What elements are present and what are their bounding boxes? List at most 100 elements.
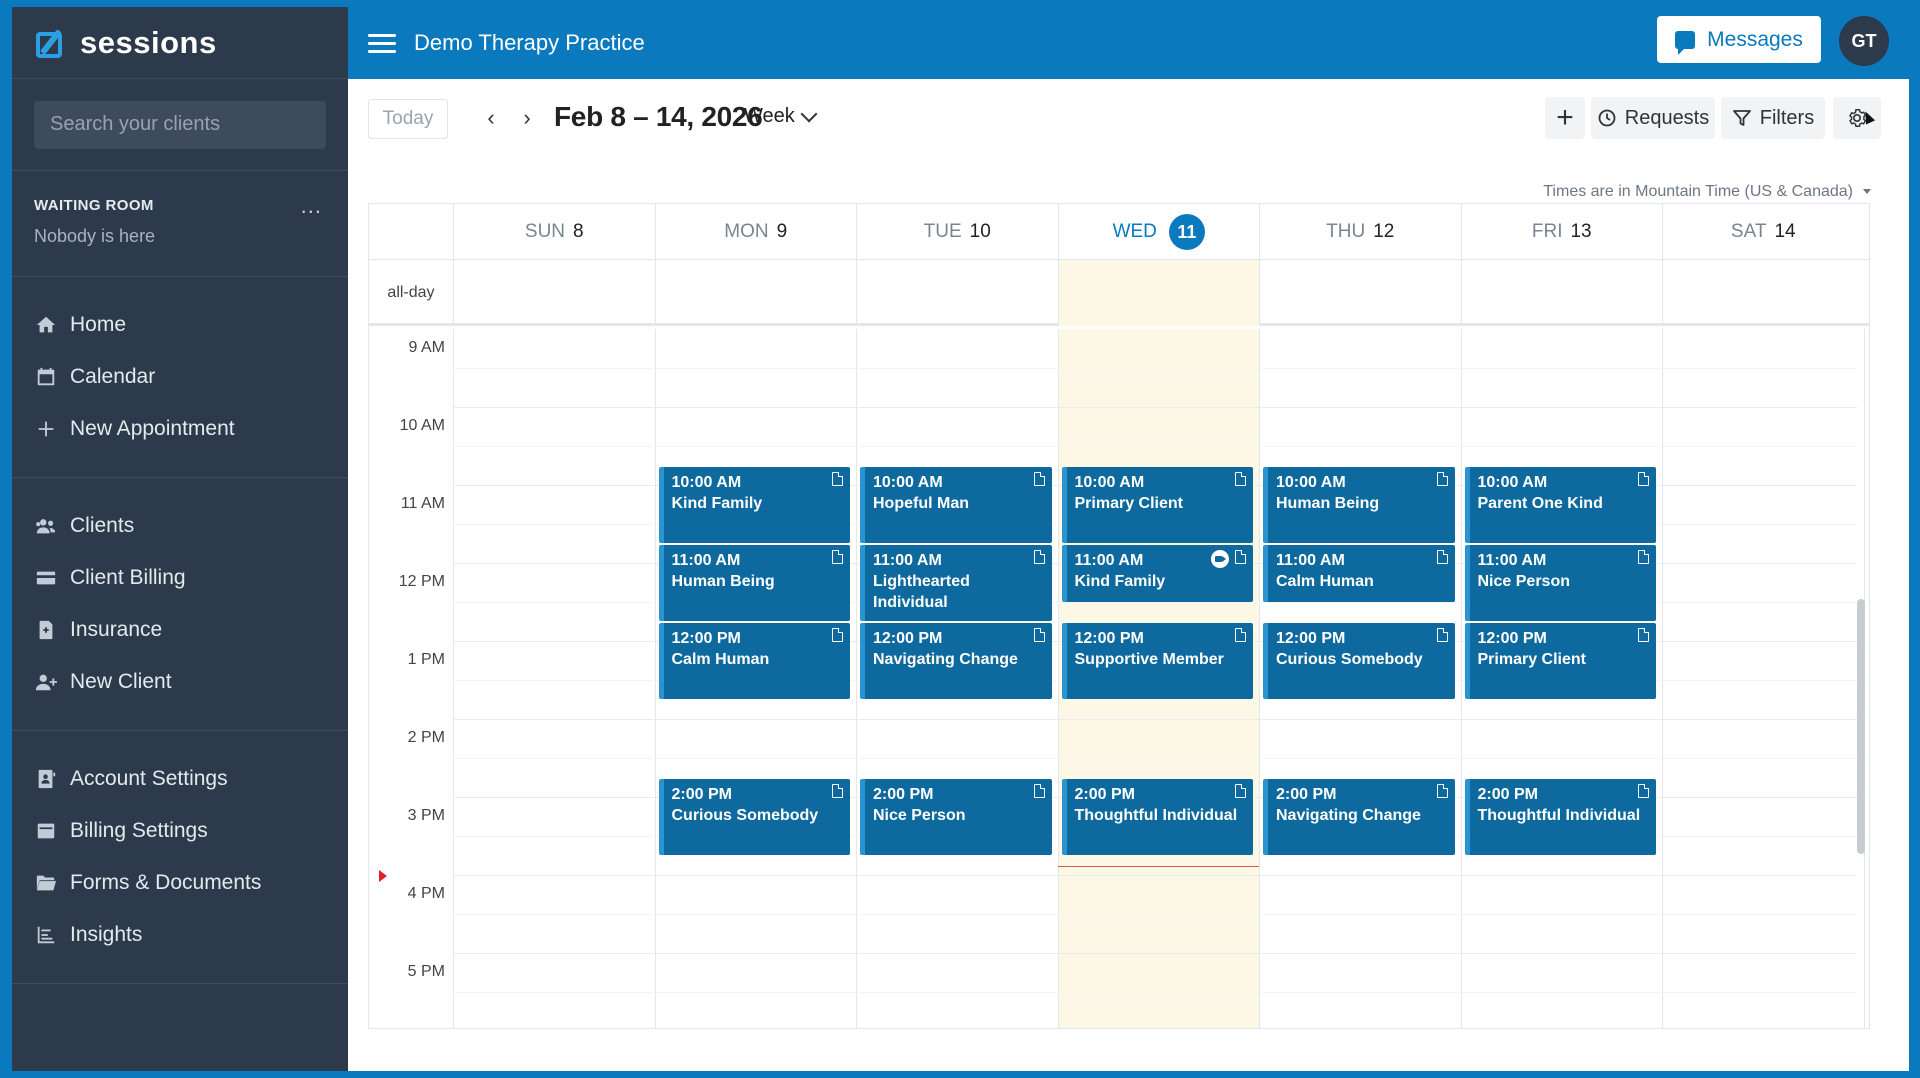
- half-hour-line: [453, 992, 1857, 993]
- column-divider: [453, 329, 454, 1028]
- note-document-icon[interactable]: [1033, 628, 1045, 642]
- appointment-block[interactable]: 2:00 PM Nice Person: [860, 779, 1052, 855]
- appointment-block[interactable]: 10:00 AM Parent One Kind: [1464, 467, 1656, 543]
- appointment-block[interactable]: 10:00 AM Kind Family: [658, 467, 850, 543]
- all-day-cell[interactable]: [1662, 260, 1864, 326]
- sidebar-item-insights[interactable]: Insights: [12, 909, 348, 961]
- appointment-block[interactable]: 11:00 AM Calm Human: [1263, 545, 1455, 602]
- appointment-time: 12:00 PM: [671, 630, 741, 647]
- all-day-cell[interactable]: [1057, 260, 1260, 326]
- sidebar-item-home[interactable]: Home: [12, 299, 348, 351]
- note-document-icon[interactable]: [1235, 784, 1246, 798]
- appointment-block[interactable]: 11:00 AM Nice Person: [1464, 545, 1656, 621]
- note-document-icon[interactable]: [1033, 472, 1045, 486]
- note-document-icon[interactable]: [1436, 550, 1448, 564]
- appointment-block[interactable]: 10:00 AM Hopeful Man: [860, 467, 1052, 543]
- sidebar-item-account-settings[interactable]: Account Settings: [12, 753, 348, 805]
- note-document-icon[interactable]: [1436, 784, 1448, 798]
- appointment-block[interactable]: 10:00 AM Primary Client: [1061, 467, 1253, 543]
- brand-name: sessions: [80, 24, 217, 60]
- menu-toggle-icon[interactable]: [368, 33, 396, 53]
- sidebar-item-new-client[interactable]: New Client: [12, 656, 348, 708]
- appointment-block[interactable]: 11:00 AM Human Being: [658, 545, 850, 621]
- day-header-sat[interactable]: SAT 14: [1662, 204, 1864, 260]
- sidebar-item-clients[interactable]: Clients: [12, 500, 348, 552]
- all-day-cell[interactable]: [654, 260, 857, 326]
- all-day-cell[interactable]: [1460, 260, 1663, 326]
- appointment-block[interactable]: 12:00 PM Primary Client: [1464, 623, 1656, 699]
- avatar[interactable]: GT: [1839, 16, 1889, 66]
- note-document-icon[interactable]: [1033, 550, 1045, 564]
- today-button[interactable]: Today: [368, 99, 448, 139]
- note-document-icon[interactable]: [1235, 550, 1246, 564]
- time-label: 10 AM: [399, 417, 445, 434]
- appointment-block[interactable]: 11:00 AM Kind Family: [1061, 545, 1253, 602]
- note-document-icon[interactable]: [832, 472, 843, 486]
- sidebar-item-forms-documents[interactable]: Forms & Documents: [12, 857, 348, 909]
- chevron-right-icon[interactable]: ›: [523, 105, 531, 130]
- appointment-block[interactable]: 12:00 PM Calm Human: [658, 623, 850, 699]
- appointment-block[interactable]: 12:00 PM Navigating Change: [860, 623, 1052, 699]
- time-label: 9 AM: [408, 339, 445, 356]
- appointment-block[interactable]: 2:00 PM Curious Somebody: [658, 779, 850, 855]
- requests-button[interactable]: Requests: [1591, 97, 1715, 139]
- brand[interactable]: sessions: [12, 7, 348, 79]
- sidebar-item-label: Account Settings: [70, 767, 228, 790]
- sidebar-item-label: Billing Settings: [70, 819, 208, 842]
- messages-button[interactable]: Messages: [1657, 16, 1821, 63]
- sidebar-item-client-billing[interactable]: Client Billing: [12, 552, 348, 604]
- appointment-block[interactable]: 11:00 AM Lighthearted Individual: [860, 545, 1052, 621]
- appointment-time: 11:00 AM: [1276, 552, 1345, 569]
- appointment-block[interactable]: 2:00 PM Thoughtful Individual: [1061, 779, 1253, 855]
- filters-button[interactable]: Filters: [1721, 97, 1825, 139]
- all-day-cell[interactable]: [856, 260, 1058, 326]
- day-header-tue[interactable]: TUE 10: [856, 204, 1058, 260]
- day-header-sun[interactable]: SUN 8: [453, 204, 655, 260]
- note-document-icon[interactable]: [1638, 472, 1649, 486]
- note-document-icon[interactable]: [832, 628, 843, 642]
- nav-main: Home Calendar New Appointment: [12, 277, 348, 478]
- sidebar-item-calendar[interactable]: Calendar: [12, 351, 348, 403]
- note-document-icon[interactable]: [1235, 628, 1246, 642]
- appointment-client: Nice Person: [1477, 573, 1570, 590]
- sidebar-item-insurance[interactable]: Insurance: [12, 604, 348, 656]
- sidebar-item-label: Client Billing: [70, 566, 186, 589]
- video-call-icon[interactable]: [1211, 550, 1229, 568]
- appointment-block[interactable]: 2:00 PM Thoughtful Individual: [1464, 779, 1656, 855]
- all-day-cell[interactable]: [1259, 260, 1461, 326]
- calendar-settings-button[interactable]: [1833, 97, 1881, 139]
- day-header-mon[interactable]: MON 9: [654, 204, 857, 260]
- note-document-icon[interactable]: [832, 550, 843, 564]
- sidebar-item-billing-settings[interactable]: Billing Settings: [12, 805, 348, 857]
- appointment-block[interactable]: 12:00 PM Curious Somebody: [1263, 623, 1455, 699]
- scrollbar[interactable]: [1857, 599, 1865, 854]
- day-header-fri[interactable]: FRI 13: [1460, 204, 1663, 260]
- note-document-icon[interactable]: [832, 784, 843, 798]
- appointment-client: Primary Client: [1477, 651, 1586, 668]
- appointment-block[interactable]: 2:00 PM Navigating Change: [1263, 779, 1455, 855]
- sidebar-item-new-appointment[interactable]: New Appointment: [12, 403, 348, 455]
- appointment-block[interactable]: 12:00 PM Supportive Member: [1061, 623, 1253, 699]
- note-document-icon[interactable]: [1436, 472, 1448, 486]
- gear-icon: [1849, 109, 1867, 127]
- note-document-icon[interactable]: [1033, 784, 1045, 798]
- view-select[interactable]: Week: [744, 105, 818, 128]
- search-input[interactable]: [34, 100, 326, 149]
- sidebar-item-label: Home: [70, 313, 127, 336]
- all-day-cell[interactable]: [453, 260, 655, 326]
- timezone-select[interactable]: Times are in Mountain Time (US & Canada): [1543, 183, 1871, 201]
- note-document-icon[interactable]: [1638, 784, 1649, 798]
- note-document-icon[interactable]: [1436, 628, 1448, 642]
- note-document-icon[interactable]: [1638, 628, 1649, 642]
- time-grid[interactable]: 9 AM 10 AM 11 AM 12 PM 1 PM 2 PM 3 PM 4 PM 5 PM 1…: [369, 329, 1869, 1028]
- day-header-thu[interactable]: THU 12: [1259, 204, 1461, 260]
- appointment-client: Curious Somebody: [671, 807, 819, 824]
- day-header-wed[interactable]: WED 11: [1057, 204, 1260, 260]
- add-appointment-button[interactable]: +: [1545, 97, 1585, 139]
- note-document-icon[interactable]: [1235, 472, 1246, 486]
- current-time-marker-icon: [379, 870, 387, 882]
- note-document-icon[interactable]: [1638, 550, 1649, 564]
- waiting-room-menu-button[interactable]: ...: [300, 193, 322, 218]
- chevron-left-icon[interactable]: ‹: [487, 105, 495, 130]
- appointment-block[interactable]: 10:00 AM Human Being: [1263, 467, 1455, 543]
